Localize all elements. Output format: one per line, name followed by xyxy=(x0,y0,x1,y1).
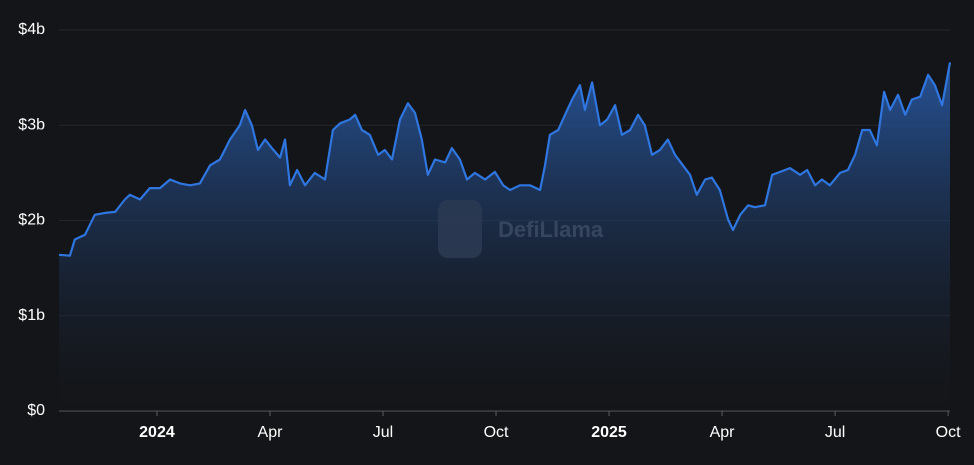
x-tick-label: Jul xyxy=(825,424,845,441)
line xyxy=(58,62,952,257)
y-tick-label: $3b xyxy=(18,116,45,133)
y-tick-label: $2b xyxy=(18,212,45,229)
y-tick-label: $1b xyxy=(18,307,45,324)
y-tick-label: $0 xyxy=(27,402,45,419)
x-tick-label: Jul xyxy=(373,424,393,441)
x-tick-label: Oct xyxy=(484,424,509,441)
x-tick-label: 2024 xyxy=(139,424,175,441)
watermark-logo xyxy=(438,200,482,258)
area-fill xyxy=(59,62,950,412)
x-tick-label: Apr xyxy=(258,424,284,441)
x-tick-label: Apr xyxy=(710,424,736,441)
x-tick-label: 2025 xyxy=(591,424,627,441)
x-tick-label: Oct xyxy=(936,424,961,441)
y-tick-label: $4b xyxy=(18,21,45,38)
watermark: DefiLlama xyxy=(438,200,604,258)
watermark-text: DefiLlama xyxy=(498,217,604,242)
